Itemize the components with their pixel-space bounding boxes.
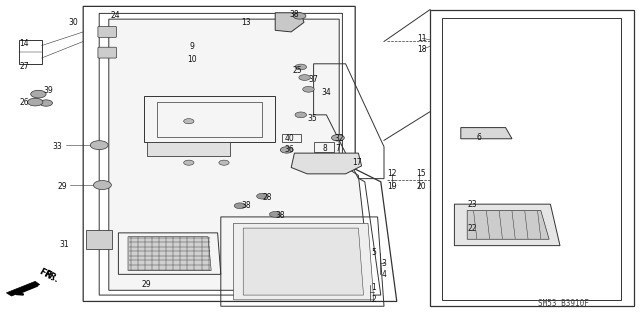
Circle shape	[93, 181, 111, 189]
Text: 36: 36	[284, 145, 294, 154]
Circle shape	[293, 13, 306, 19]
Circle shape	[184, 160, 194, 165]
Text: 7: 7	[335, 144, 340, 153]
Text: 40: 40	[284, 134, 294, 143]
Text: 39: 39	[43, 86, 53, 95]
Text: 22: 22	[468, 224, 477, 233]
Circle shape	[280, 147, 293, 153]
Polygon shape	[461, 128, 512, 139]
Text: 32: 32	[334, 134, 344, 143]
Polygon shape	[467, 211, 549, 239]
Text: 24: 24	[110, 11, 120, 20]
FancyBboxPatch shape	[98, 47, 116, 58]
Text: 29: 29	[141, 280, 151, 289]
Text: 25: 25	[292, 66, 303, 75]
Text: 34: 34	[321, 88, 332, 97]
Text: 4: 4	[381, 270, 387, 279]
Text: 1: 1	[371, 283, 376, 292]
Text: 11: 11	[418, 34, 427, 43]
Text: 33: 33	[52, 142, 63, 151]
Text: 8: 8	[323, 144, 328, 153]
Text: 38: 38	[241, 201, 252, 210]
Polygon shape	[454, 204, 560, 246]
Text: 38: 38	[275, 211, 285, 220]
Text: 28: 28	[263, 193, 272, 202]
Polygon shape	[243, 228, 364, 295]
Text: 18: 18	[418, 45, 427, 54]
Text: 29: 29	[58, 182, 68, 191]
Polygon shape	[6, 281, 40, 296]
Text: 12: 12	[387, 169, 396, 178]
Circle shape	[31, 90, 46, 98]
Circle shape	[295, 112, 307, 118]
Text: 20: 20	[416, 182, 426, 191]
Circle shape	[295, 64, 307, 70]
Text: 23: 23	[467, 200, 477, 209]
Circle shape	[303, 86, 314, 92]
Text: FR.: FR.	[42, 269, 60, 284]
Text: FR.: FR.	[37, 267, 56, 283]
Text: 14: 14	[19, 39, 29, 48]
Circle shape	[332, 135, 344, 141]
Circle shape	[90, 141, 108, 150]
Text: 37: 37	[308, 75, 319, 84]
Text: 2: 2	[371, 295, 376, 304]
Circle shape	[184, 119, 194, 124]
Text: 10: 10	[187, 55, 197, 63]
Text: 26: 26	[19, 98, 29, 107]
Text: 3: 3	[381, 259, 387, 268]
Polygon shape	[275, 13, 304, 32]
Text: 15: 15	[416, 169, 426, 178]
Circle shape	[40, 100, 52, 106]
FancyBboxPatch shape	[98, 26, 116, 37]
Polygon shape	[234, 223, 374, 300]
Polygon shape	[122, 32, 275, 41]
Polygon shape	[128, 237, 211, 271]
Circle shape	[299, 75, 310, 80]
Text: 35: 35	[307, 114, 317, 122]
Text: 5: 5	[371, 248, 376, 257]
Text: 38: 38	[289, 10, 300, 19]
Polygon shape	[109, 19, 371, 290]
Circle shape	[28, 98, 43, 106]
Text: SM53 B3910F: SM53 B3910F	[538, 299, 588, 308]
Polygon shape	[291, 153, 362, 174]
Circle shape	[234, 203, 246, 209]
Text: 30: 30	[68, 18, 79, 27]
Circle shape	[219, 160, 229, 165]
Circle shape	[257, 193, 268, 199]
Text: 6: 6	[476, 133, 481, 142]
Text: 19: 19	[387, 182, 397, 191]
Polygon shape	[147, 142, 230, 156]
Text: 17: 17	[352, 158, 362, 167]
Circle shape	[269, 211, 281, 217]
Text: 13: 13	[241, 18, 252, 27]
Text: 9: 9	[189, 42, 195, 51]
Polygon shape	[86, 230, 112, 249]
Text: 27: 27	[19, 63, 29, 71]
Text: 31: 31	[59, 240, 69, 249]
